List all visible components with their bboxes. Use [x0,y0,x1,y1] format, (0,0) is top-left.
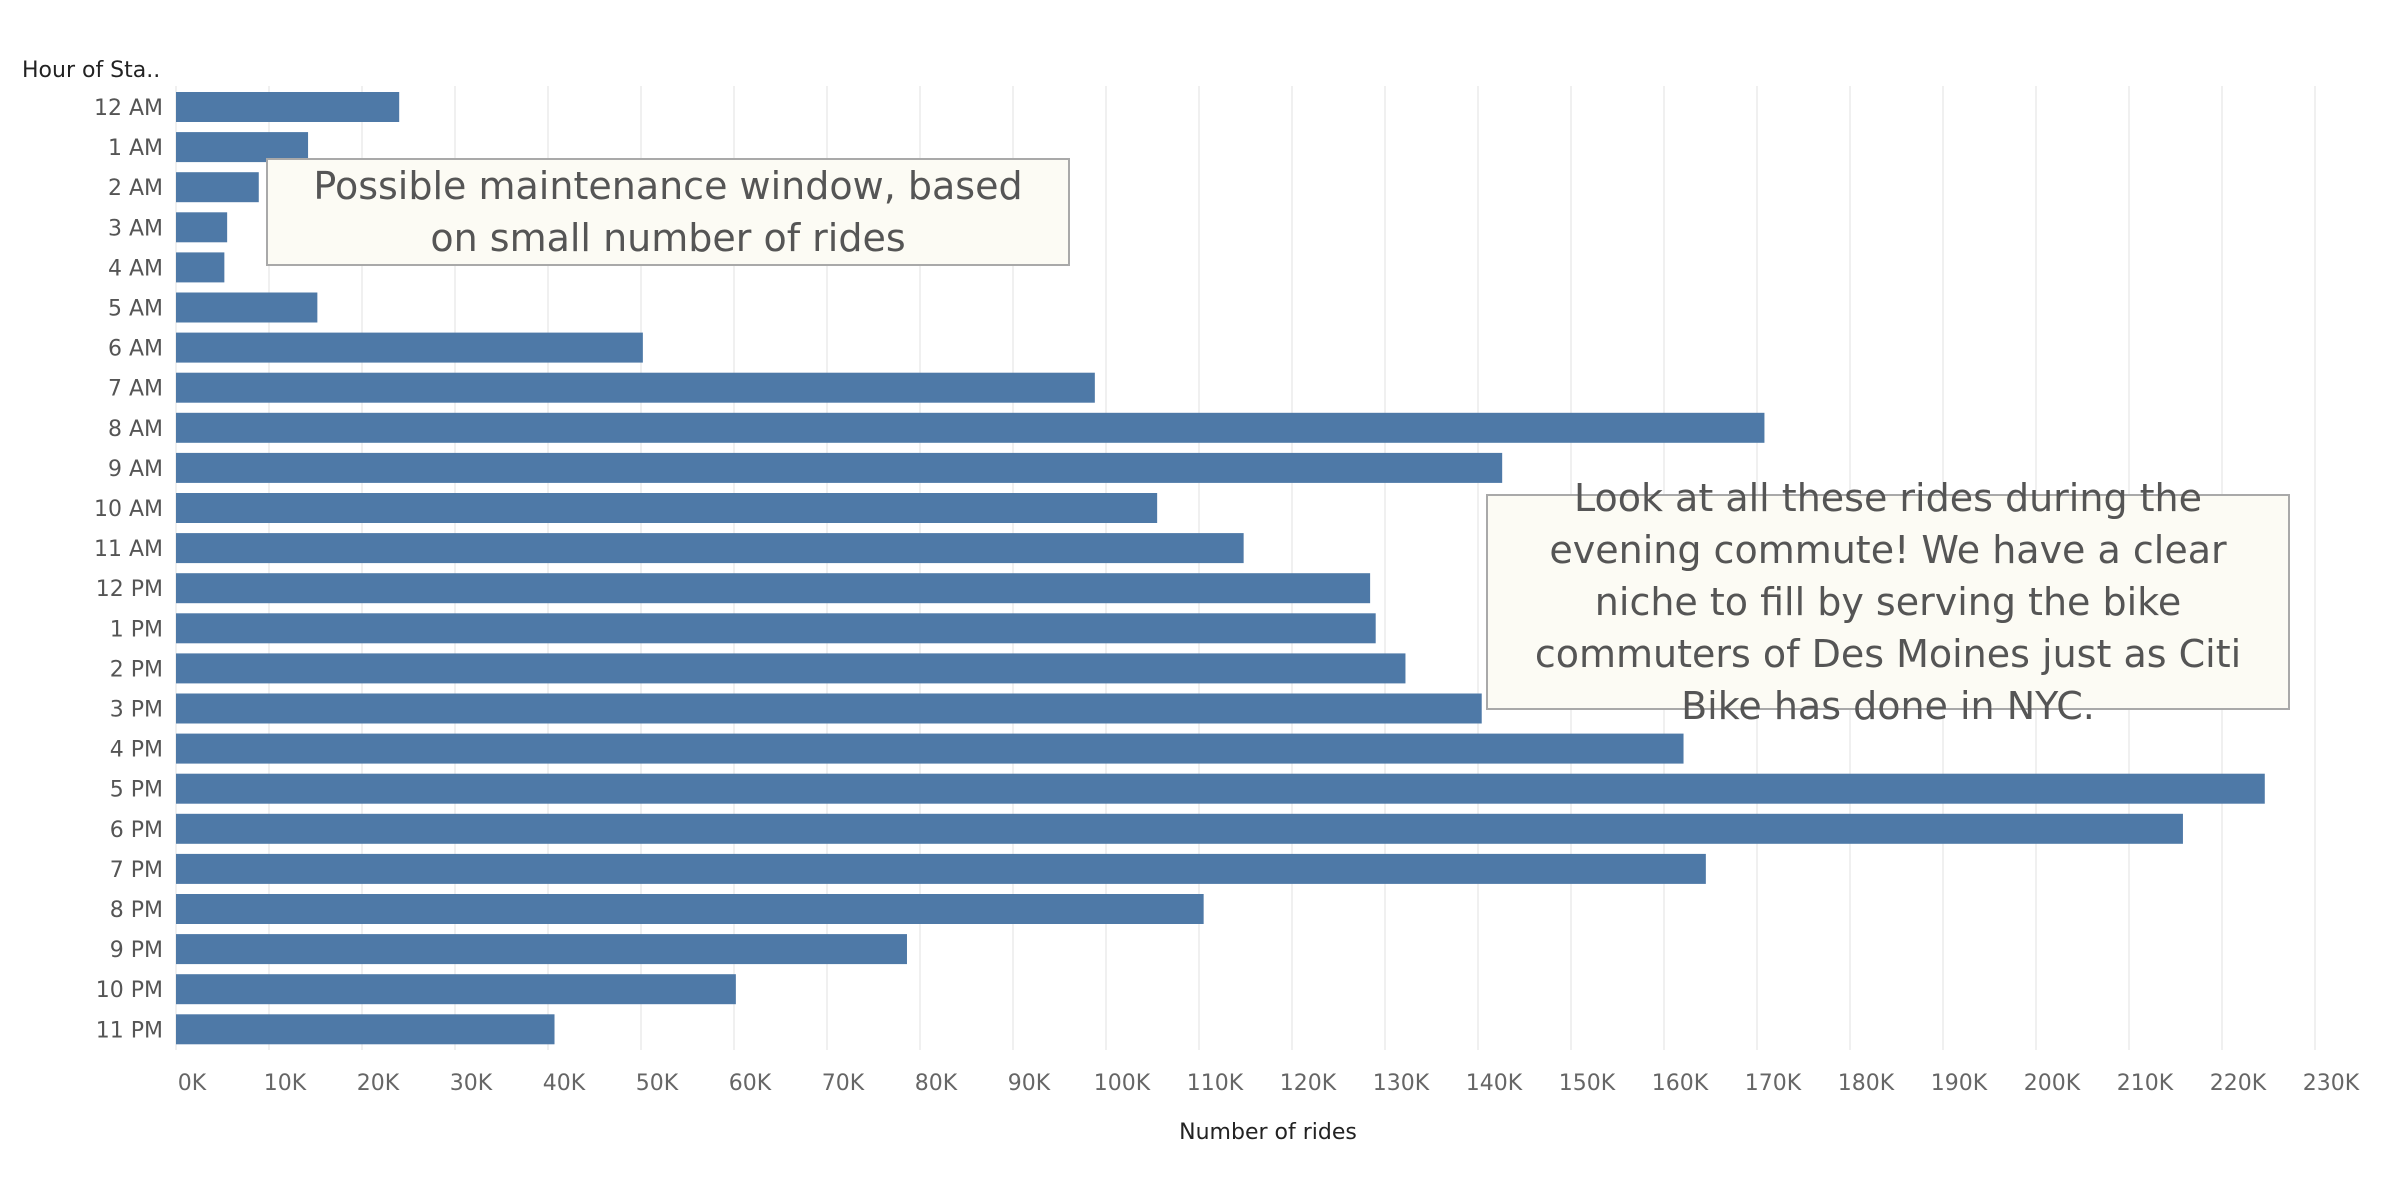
y-tick-label: 9 AM [108,457,163,482]
x-tick-label: 230K [2303,1071,2360,1096]
y-tick-label: 4 AM [108,256,163,281]
y-tick-label: 2 PM [110,657,163,682]
bar-1-am [176,132,309,163]
y-tick-label: 7 PM [110,858,163,883]
x-tick-label: 90K [1008,1071,1051,1096]
y-tick-label: 5 AM [108,297,163,322]
x-tick-label: 110K [1187,1071,1244,1096]
x-tick-label: 40K [543,1071,586,1096]
y-tick-label: 3 PM [110,698,163,723]
x-tick-label: 170K [1745,1071,1802,1096]
x-tick-label: 30K [450,1071,493,1096]
bar-5-pm [176,773,2265,804]
bar-1-pm [176,613,1376,644]
annotation-evening-commute: Look at all these rides during the eveni… [1486,476,2290,728]
y-tick-label: 3 AM [108,216,163,241]
y-tick-label: 11 AM [94,537,163,562]
bar-5-am [176,292,318,323]
y-tick-label: 2 AM [108,176,163,201]
x-tick-label: 60K [729,1071,772,1096]
y-tick-label: 1 PM [110,617,163,642]
y-tick-label: 1 AM [108,136,163,161]
y-tick-label: 10 PM [96,978,163,1003]
bar-10-am [176,493,1158,523]
bar-12-pm [176,573,1371,604]
bar-3-am [176,212,228,243]
x-tick-label: 200K [2024,1071,2081,1096]
y-tick-label: 5 PM [110,778,163,803]
x-tick-label: 130K [1373,1071,1430,1096]
bar-4-am [176,252,225,283]
annotation-maintenance-text: Possible maintenance window, based on sm… [313,164,1023,260]
x-tick-label: 80K [915,1071,958,1096]
bar-9-pm [176,934,907,965]
bar-3-pm [176,693,1482,724]
bar-8-pm [176,894,1204,924]
x-tick-label: 100K [1094,1071,1151,1096]
x-tick-label: 190K [1931,1071,1988,1096]
bar-7-am [176,372,1095,403]
x-tick-label: 160K [1652,1071,1709,1096]
y-tick-label: 12 AM [94,96,163,121]
bar-8-am [176,412,1765,443]
bar-11-am [176,533,1244,564]
x-tick-label: 140K [1466,1071,1523,1096]
bar-2-am [176,172,259,203]
bar-6-pm [176,813,2183,844]
x-tick-label: 210K [2117,1071,2174,1096]
bar-7-pm [176,853,1706,884]
y-tick-label: 4 PM [110,738,163,763]
bar-12-am [176,92,400,122]
x-axis-title: Number of rides [1179,1120,1357,1145]
bar-10-pm [176,974,736,1005]
x-tick-label: 180K [1838,1071,1895,1096]
annotation-evening-text: Look at all these rides during the eveni… [1534,476,2242,728]
x-tick-label: 220K [2210,1071,2267,1096]
y-tick-label: 9 PM [110,938,163,963]
y-tick-label: 12 PM [96,577,163,602]
x-tick-label: 120K [1280,1071,1337,1096]
x-tick-label: 70K [822,1071,865,1096]
y-axis-tick-labels: 12 AM 1 AM 2 AM 3 AM 4 AM 5 AM 6 AM 7 AM 8 AM 9 A… [94,96,163,1043]
x-tick-label: 50K [636,1071,679,1096]
y-tick-label: 8 AM [108,417,163,442]
bar-2-pm [176,653,1406,684]
x-tick-label: 150K [1559,1071,1616,1096]
y-tick-label: 6 PM [110,818,163,843]
bar-9-am [176,452,1503,483]
x-tick-label: 10K [264,1071,307,1096]
y-tick-label: 11 PM [96,1018,163,1043]
x-tick-label: 20K [357,1071,400,1096]
bar-11-pm [176,1014,555,1045]
bar-4-pm [176,733,1684,764]
y-tick-label: 6 AM [108,337,163,362]
bar-6-am [176,332,643,363]
annotation-maintenance-window: Possible maintenance window, based on sm… [266,158,1070,266]
y-tick-label: 10 AM [94,497,163,522]
y-tick-label: 8 PM [110,898,163,923]
x-tick-label: 0K [178,1071,207,1096]
y-axis-title: Hour of Sta.. [22,58,160,83]
x-axis-tick-labels: 0K 10K 20K 30K 40K 50K 60K 70K 80K 90K 100K 110K 120… [178,1071,2360,1096]
bars [176,92,2265,1045]
y-tick-label: 7 AM [108,377,163,402]
